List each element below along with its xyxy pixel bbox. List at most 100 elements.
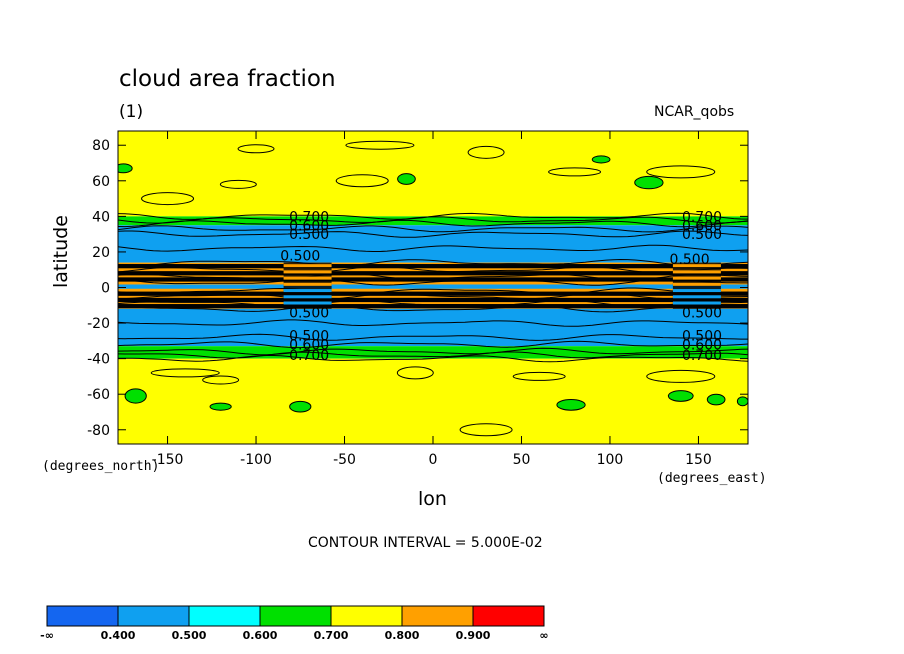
dataset-label: NCAR_qobs [654, 104, 735, 120]
contour-line [118, 351, 748, 359]
colorbar-swatch [330, 605, 403, 627]
green-patch [289, 400, 312, 413]
contour-loop [345, 140, 415, 150]
contour-line [118, 305, 748, 313]
dense-contour-band [118, 264, 748, 269]
contour-label: 0.500 [280, 248, 320, 264]
colorbar-label: ∞ [539, 629, 548, 642]
plot-area: 0.7000.6000.5000.5000.5000.5000.6000.700… [117, 130, 749, 445]
contour-label: 0.600 [289, 218, 329, 234]
y-tick-label: 60 [92, 174, 110, 190]
contour-loop [459, 423, 513, 437]
x-tick-label: 150 [685, 452, 712, 468]
contour-label-cluster-stripe [283, 270, 332, 274]
colorbar-swatch [401, 605, 474, 627]
contour-line [118, 258, 748, 267]
contour-loop [335, 174, 389, 188]
colorbar-swatch [188, 605, 261, 627]
green-patch [397, 173, 416, 185]
contour-line [118, 216, 748, 224]
contour-line [118, 299, 748, 308]
contour-line [118, 278, 748, 286]
contour-line [118, 225, 748, 233]
green-patch [124, 388, 147, 404]
contour-line [118, 347, 748, 356]
contour-label: 0.500 [682, 329, 722, 345]
zonal-band [118, 225, 748, 263]
contour-label-cluster-stripe [672, 301, 721, 305]
dense-contour-band [118, 284, 748, 289]
contour-line [118, 319, 748, 327]
contour-label-cluster-stripe [283, 295, 332, 299]
contour-label: 0.600 [682, 218, 722, 234]
contour-label: 0.500 [289, 305, 329, 321]
green-patch [591, 155, 611, 164]
contour-line [118, 230, 748, 238]
x-tick-label: 100 [597, 452, 624, 468]
contour-label-cluster-stripe [283, 282, 332, 286]
x-tick-label: -50 [333, 452, 356, 468]
contour-loop [646, 165, 716, 179]
green-patch [667, 390, 694, 402]
chart-subtitle: (1) [119, 102, 144, 122]
contour-label-cluster-stripe [672, 282, 721, 286]
colorbar-label: -∞ [40, 629, 54, 642]
x-tick-label: 50 [513, 452, 531, 468]
colorbar-label: 0.800 [385, 629, 420, 642]
zonal-band [118, 308, 748, 347]
contour-line [118, 219, 748, 228]
y-axis-ticks: 80 60 40 20 0 -20 -40 -60 -80 [87, 138, 748, 439]
green-patch [736, 396, 748, 407]
contour-label: 0.700 [289, 348, 329, 364]
green-patch [118, 163, 133, 174]
contour-label: 0.500 [682, 227, 722, 243]
dense-contour-band [118, 291, 748, 296]
y-tick-label: -60 [87, 387, 110, 403]
y-tick-label: 0 [101, 281, 110, 297]
green-patch [706, 393, 726, 406]
contour-label-cluster-stripe [283, 289, 332, 293]
x-tick-label: -100 [240, 452, 272, 468]
y-tick-label: 40 [92, 209, 110, 225]
contour-label: 0.700 [289, 209, 329, 225]
contour-line [118, 333, 748, 341]
contour-loop [396, 366, 434, 380]
zonal-band [118, 131, 748, 217]
x-axis-label: lon [418, 488, 447, 510]
contour-loop [237, 144, 275, 154]
contour-label: 0.500 [670, 252, 710, 268]
contour-label-cluster-stripe [672, 270, 721, 274]
green-patch [634, 175, 664, 190]
colorbar-swatch [472, 605, 545, 627]
colorbar-label: 0.600 [243, 629, 278, 642]
colorbar-swatch [117, 605, 190, 627]
contour-loop [202, 375, 240, 385]
y-tick-label: 80 [92, 138, 110, 154]
contour-label-cluster-stripe [672, 264, 721, 268]
contour-label: 0.500 [289, 227, 329, 243]
y-units-label: (degrees_north) [42, 459, 160, 474]
contour-label: 0.500 [289, 329, 329, 345]
field: 0.7000.6000.5000.5000.5000.5000.6000.700… [118, 131, 748, 444]
x-units-label: (degrees_east) [657, 471, 767, 486]
contour-label: 0.700 [682, 209, 722, 225]
colorbar-label: 0.400 [101, 629, 136, 642]
contour-loop [467, 145, 505, 159]
x-tick-label: -150 [152, 452, 184, 468]
contour-line [118, 273, 748, 281]
contour-label-cluster-stripe [672, 276, 721, 280]
contour-loop [646, 369, 716, 383]
colorbar-label: 0.900 [456, 629, 491, 642]
contour-label: 0.600 [682, 337, 722, 353]
contour-loop [548, 167, 602, 177]
x-tick-label: 0 [429, 452, 438, 468]
dense-contour-band [118, 297, 748, 303]
contour-label-cluster-stripe [672, 289, 721, 293]
colorbar-swatch [46, 605, 119, 627]
contour-loop [219, 179, 257, 189]
contour-line [118, 292, 748, 300]
contour-label-cluster-stripe [283, 264, 332, 268]
y-tick-label: -20 [87, 316, 110, 332]
y-tick-label: -40 [87, 352, 110, 368]
colorbar-label: 0.500 [172, 629, 207, 642]
